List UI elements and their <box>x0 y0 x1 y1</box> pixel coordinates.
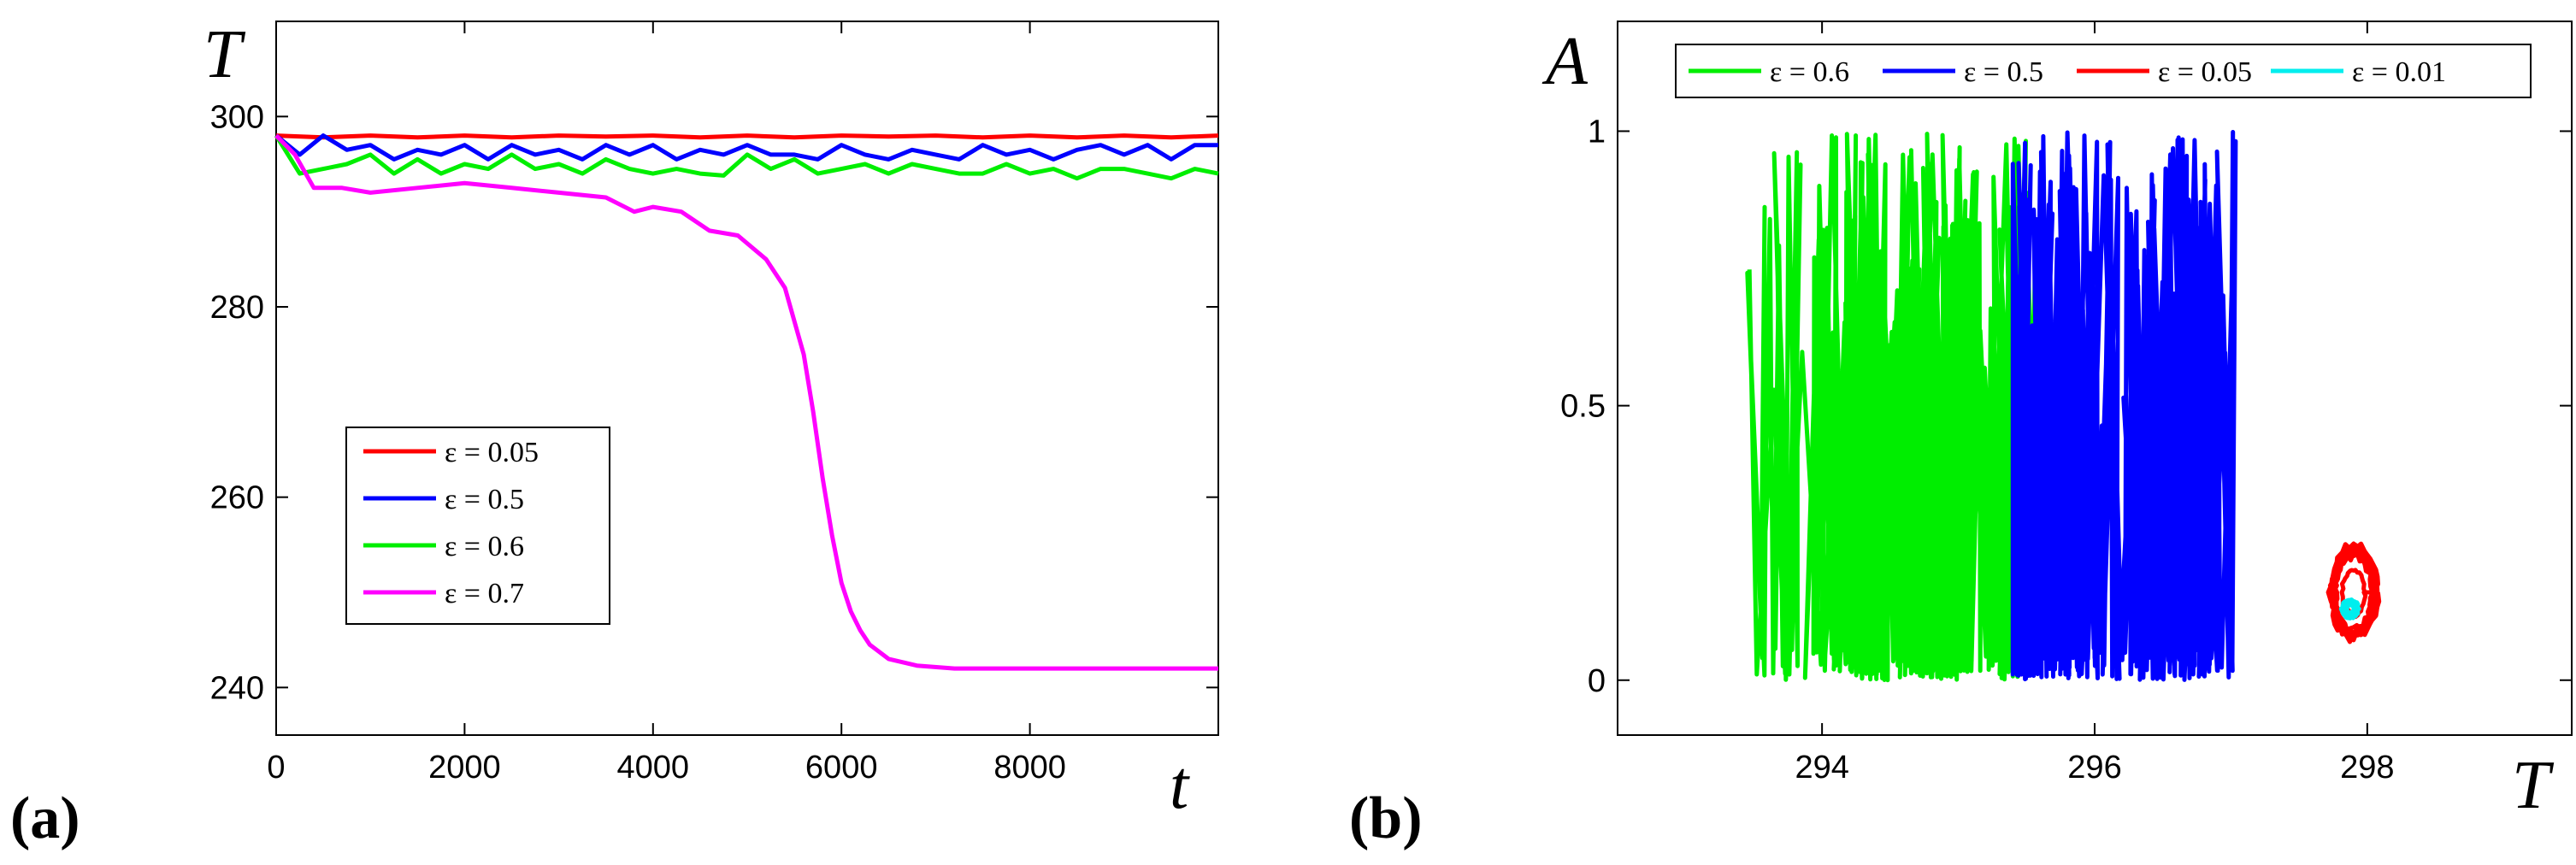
y-tick-label: 0 <box>1588 663 1606 699</box>
panel-b-legend: ε = 0.6 ε = 0.5 ε = 0.05 ε = 0.01 <box>1675 44 2532 98</box>
panel-a-ylabel: T <box>203 17 246 92</box>
x-tick-label: 298 <box>2340 750 2394 786</box>
y-tick-label: 0.5 <box>1560 389 1606 425</box>
y-tick-label: 260 <box>210 480 264 516</box>
x-tick-label: 294 <box>1795 750 1848 786</box>
series-line-0-05 <box>275 133 1219 140</box>
x-tick-label: 0 <box>267 750 285 786</box>
x-tick-label: 8000 <box>993 750 1066 786</box>
series-line-0-6 <box>274 134 1219 181</box>
x-tick-label: 2000 <box>428 750 501 786</box>
panel-a-label: (a) <box>10 786 80 851</box>
panel-b: 294 296 298 00.51 A T (b) ε = 0.6 ε = 0.5 ε … <box>1349 21 2573 851</box>
legend-label-0-05: ε = 0.05 <box>445 437 539 468</box>
panel-a: 0 2000 4000 6000 8000 240 260 280 300 T t (a) ε… <box>10 17 1219 851</box>
legend-label-0-01: ε = 0.01 <box>2352 56 2446 88</box>
legend-label-0-6: ε = 0.6 <box>1770 56 1849 88</box>
panel-a-x-ticks: 0 2000 4000 6000 8000 <box>267 21 1066 786</box>
y-tick-label: 300 <box>210 99 264 135</box>
y-tick-label: 1 <box>1588 114 1606 150</box>
series-trajectory-0-5 <box>2010 130 2238 682</box>
series-trajectory-0-05 <box>2325 541 2382 644</box>
legend-label-0-5: ε = 0.5 <box>1964 56 2043 88</box>
panel-a-xlabel: t <box>1170 748 1190 823</box>
x-tick-label: 6000 <box>805 750 878 786</box>
x-tick-label: 4000 <box>617 750 690 786</box>
panel-b-xlabel: T <box>2512 748 2555 823</box>
panel-a-y-ticks: 240 260 280 300 <box>210 99 1218 706</box>
panel-a-legend: ε = 0.05 ε = 0.5 ε = 0.6 ε = 0.7 <box>345 427 610 625</box>
series-line-0-5 <box>274 133 1218 162</box>
legend-label-0-5: ε = 0.5 <box>445 484 524 515</box>
y-tick-label: 280 <box>210 290 264 326</box>
series-line-0-7 <box>274 133 1218 671</box>
legend-label-0-7: ε = 0.7 <box>445 578 524 609</box>
x-tick-label: 296 <box>2067 750 2121 786</box>
series-trajectory-0-01 <box>2338 597 2361 621</box>
panel-b-x-ticks: 294 296 298 <box>1795 21 2395 786</box>
panel-b-y-ticks: 00.51 <box>1560 114 2572 699</box>
panel-b-label: (b) <box>1349 786 1423 851</box>
panel-a-series <box>274 133 1219 671</box>
legend-label-0-05: ε = 0.05 <box>2158 56 2252 88</box>
panel-b-series <box>1745 130 2382 683</box>
panel-b-ylabel: A <box>1541 24 1589 99</box>
legend-label-0-6: ε = 0.6 <box>445 531 524 562</box>
panel-a-frame <box>275 21 1219 736</box>
y-tick-label: 240 <box>210 670 264 706</box>
series-trajectory-0-6 <box>1745 132 2043 683</box>
